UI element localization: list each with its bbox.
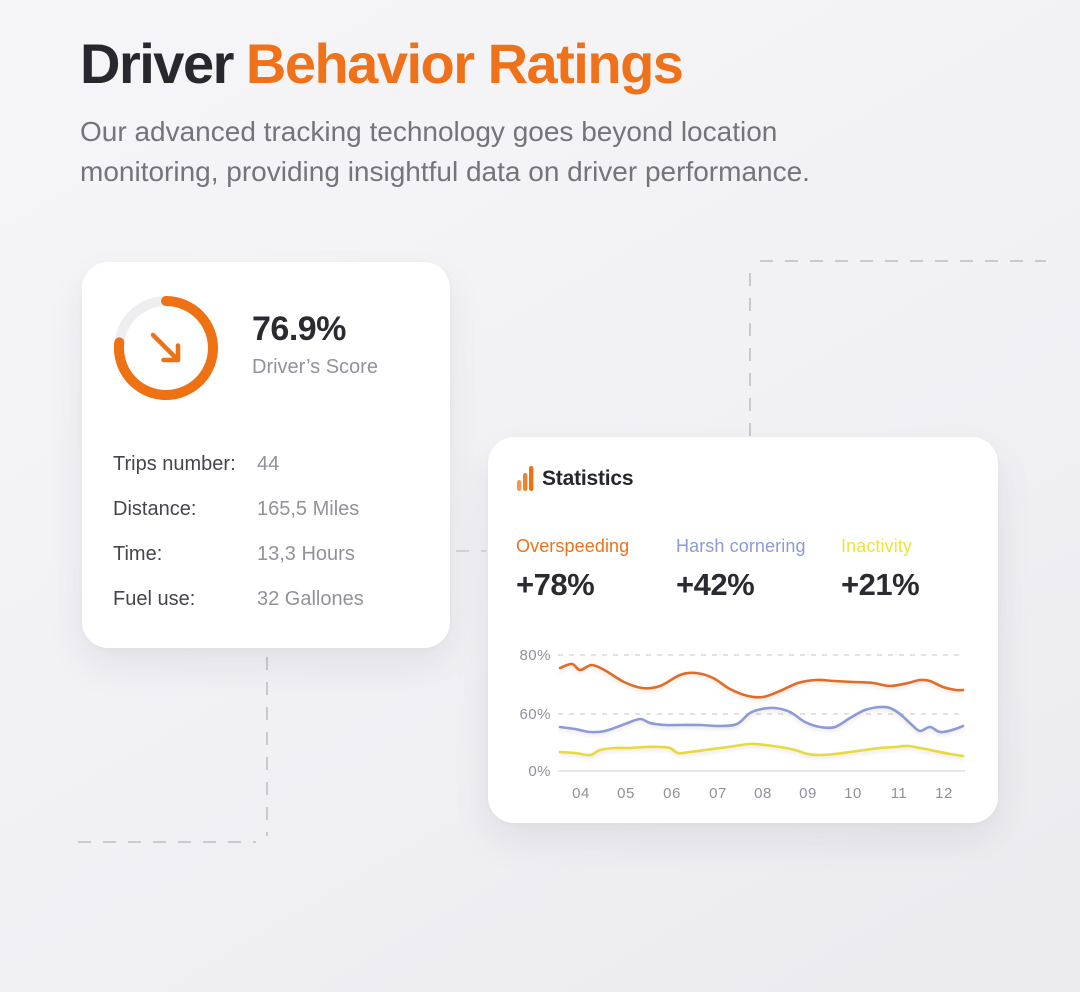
y-tick-label: 80%: [519, 647, 551, 664]
stat-value: 165,5 Miles: [257, 498, 360, 520]
x-tick-label: 09: [799, 785, 817, 802]
statistics-card: Statistics Overspeeding +78% Harsh corneri…: [488, 437, 998, 823]
driver-score-gauge-icon: [113, 296, 218, 400]
stat-row: Distance: 165,5 Miles: [113, 487, 419, 532]
x-tick-label: 05: [617, 785, 635, 802]
page-title-dark: Driver: [80, 31, 234, 95]
x-tick-label: 12: [935, 785, 953, 802]
metric-label: Overspeeding: [516, 536, 630, 556]
x-tick-label: 08: [754, 785, 772, 802]
x-tick-label: 04: [572, 785, 590, 802]
metric-value: +21%: [841, 567, 920, 602]
score-stats-list: Trips number: 44 Distance: 165,5 Miles Time:…: [113, 442, 419, 622]
stat-value: 44: [257, 453, 280, 475]
page-subtitle: Our advanced tracking technology goes be…: [80, 116, 810, 187]
metric-value: +78%: [516, 567, 595, 602]
driver-score-value: 76.9%: [252, 310, 346, 348]
page-title: Driver Behavior Ratings: [80, 26, 684, 102]
y-tick-label: 0%: [528, 763, 551, 780]
stat-row: Fuel use: 32 Gallones: [113, 577, 419, 622]
gauge-progress-arc: [113, 296, 218, 400]
series-line-harsh-cornering: [558, 705, 965, 734]
stat-label: Distance:: [113, 498, 197, 520]
stat-label: Trips number:: [113, 453, 236, 475]
metric-label: Inactivity: [841, 536, 913, 556]
page-title-accent: Behavior Ratings: [245, 31, 684, 95]
metric-value: +42%: [676, 567, 755, 602]
series-line-overspeeding: [558, 662, 965, 699]
statistics-header: Statistics: [517, 466, 634, 491]
stat-label: Fuel use:: [113, 588, 196, 610]
x-tick-label: 06: [663, 785, 681, 802]
arrow-down-right-icon: [150, 332, 181, 363]
stat-label: Time:: [113, 543, 163, 565]
statistics-title: Statistics: [542, 466, 634, 490]
bar-chart-icon: [517, 466, 534, 491]
x-tick-label: 11: [891, 785, 908, 802]
stat-value: 13,3 Hours: [257, 543, 355, 565]
metric-harsh-cornering: Harsh cornering +42%: [676, 536, 806, 603]
metric-inactivity: Inactivity +21%: [841, 536, 920, 603]
statistics-chart: 80% 60% 0% 04 05 06 07 08 09 10 11 12: [519, 647, 965, 802]
x-tick-label: 10: [844, 785, 862, 802]
stat-value: 32 Gallones: [257, 588, 364, 610]
driver-score-card: 76.9% Driver’s Score Trips number: 44 Dist…: [82, 262, 450, 648]
x-tick-label: 07: [709, 785, 727, 802]
stat-row: Trips number: 44: [113, 442, 419, 487]
metric-overspeeding: Overspeeding +78%: [516, 536, 629, 603]
series-line-inactivity: [558, 742, 965, 758]
stat-row: Time: 13,3 Hours: [113, 532, 419, 577]
driver-score-label: Driver’s Score: [252, 356, 378, 378]
metric-label: Harsh cornering: [676, 536, 806, 556]
y-tick-label: 60%: [519, 706, 551, 723]
